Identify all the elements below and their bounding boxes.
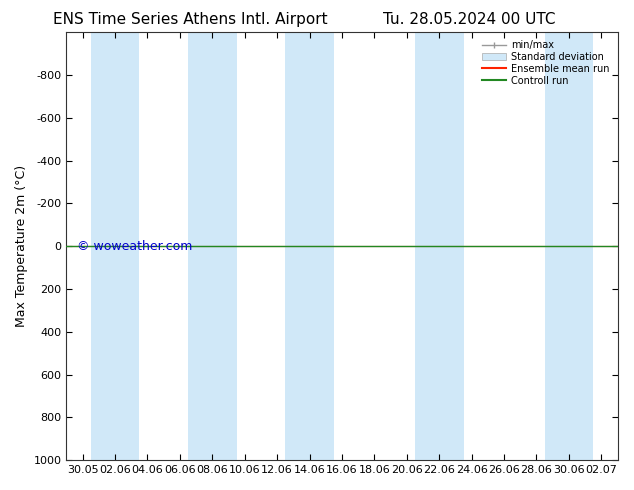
Text: Tu. 28.05.2024 00 UTC: Tu. 28.05.2024 00 UTC xyxy=(383,12,555,27)
Bar xyxy=(545,32,593,460)
Y-axis label: Max Temperature 2m (°C): Max Temperature 2m (°C) xyxy=(15,165,28,327)
Bar xyxy=(415,32,463,460)
Text: ENS Time Series Athens Intl. Airport: ENS Time Series Athens Intl. Airport xyxy=(53,12,328,27)
Legend: min/max, Standard deviation, Ensemble mean run, Controll run: min/max, Standard deviation, Ensemble me… xyxy=(479,37,612,89)
Bar xyxy=(91,32,139,460)
Bar xyxy=(285,32,334,460)
Bar xyxy=(188,32,236,460)
Text: © woweather.com: © woweather.com xyxy=(77,240,193,253)
